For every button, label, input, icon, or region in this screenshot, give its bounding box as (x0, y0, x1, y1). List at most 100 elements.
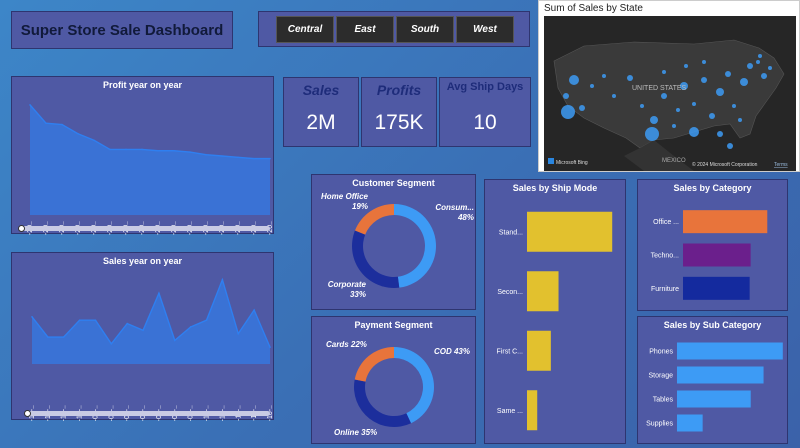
region-button-west[interactable]: West (456, 16, 514, 43)
state-sales-bubble[interactable] (661, 93, 667, 99)
state-sales-bubble[interactable] (645, 127, 659, 141)
ship-mode-bar[interactable] (527, 211, 613, 252)
state-sales-bubble[interactable] (561, 105, 575, 119)
state-sales-bubble[interactable] (640, 104, 644, 108)
sales-yoy-scroll-handle[interactable] (24, 410, 31, 417)
profit-yoy-point[interactable] (237, 156, 239, 159)
state-sales-bubble[interactable] (761, 73, 767, 79)
profit-yoy-scroll-handle[interactable] (18, 225, 25, 232)
state-sales-bubble[interactable] (689, 127, 699, 137)
customer-segment-slice[interactable] (352, 230, 400, 288)
profit-yoy-point[interactable] (253, 157, 255, 160)
sales-yoy-point[interactable] (237, 332, 240, 335)
sales-yoy-point[interactable] (94, 319, 97, 321)
sub-category-bar[interactable] (677, 366, 764, 384)
sub-category-chart[interactable]: Phones Storage Tables Supplies (638, 317, 789, 445)
category-bar[interactable] (683, 243, 751, 267)
state-sales-bubble[interactable] (650, 116, 658, 124)
sales-yoy-point[interactable] (221, 278, 224, 281)
sales-yoy-point[interactable] (174, 339, 176, 342)
state-sales-bubble[interactable] (590, 84, 594, 88)
profit-yoy-point[interactable] (93, 139, 95, 142)
state-sales-bubble[interactable] (727, 143, 733, 149)
ship-mode-bar[interactable] (527, 390, 538, 431)
profit-yoy-point[interactable] (45, 122, 47, 125)
state-sales-bubble[interactable] (612, 94, 616, 98)
customer-segment-slice[interactable] (354, 204, 394, 235)
profit-yoy-point[interactable] (109, 148, 111, 151)
state-sales-bubble[interactable] (563, 93, 569, 99)
profit-yoy-point[interactable] (125, 148, 127, 151)
sales-yoy-point[interactable] (110, 342, 113, 345)
state-sales-bubble[interactable] (740, 78, 748, 86)
sales-yoy-point[interactable] (142, 329, 144, 332)
state-sales-bubble[interactable] (569, 75, 579, 85)
map-canvas[interactable]: UNITED STATES MEXICO Microsoft Bing © 20… (544, 16, 796, 171)
region-button-central[interactable]: Central (276, 16, 334, 43)
profit-yoy-scrollbar[interactable] (20, 226, 270, 231)
state-sales-bubble[interactable] (717, 131, 723, 137)
category-chart[interactable]: Office ... Techno... Furniture (638, 180, 789, 312)
sales-yoy-point[interactable] (47, 336, 49, 338)
sales-yoy-point[interactable] (158, 292, 160, 295)
state-sales-bubble[interactable] (732, 104, 736, 108)
state-sales-bubble[interactable] (768, 66, 772, 70)
state-sales-bubble[interactable] (602, 74, 606, 78)
payment-segment-slice[interactable] (354, 379, 412, 427)
state-sales-bubble[interactable] (701, 77, 707, 83)
sales-yoy-scrollbar[interactable] (26, 411, 270, 416)
state-sales-bubble[interactable] (684, 64, 688, 68)
profit-yoy-point[interactable] (205, 153, 207, 156)
region-button-south[interactable]: South (396, 16, 454, 43)
sales-yoy-point[interactable] (269, 346, 271, 348)
state-sales-bubble[interactable] (627, 75, 633, 81)
state-sales-bubble[interactable] (738, 118, 742, 122)
profit-yoy-point[interactable] (29, 104, 31, 106)
sales-yoy-point[interactable] (189, 326, 192, 328)
state-sales-bubble[interactable] (709, 113, 715, 119)
state-sales-bubble[interactable] (758, 54, 762, 58)
state-sales-bubble[interactable] (680, 82, 688, 90)
ship-mode-bar[interactable] (527, 330, 551, 371)
state-sales-bubble[interactable] (579, 105, 585, 111)
sales-yoy-chart[interactable]: 31-12-..31-12-..31-10-..31-10-..31-08-..… (12, 253, 275, 421)
profit-yoy-point[interactable] (189, 151, 191, 153)
map-visual[interactable]: Sum of Sales by State UNITED STATES MEXI… (538, 0, 800, 172)
state-sales-bubble[interactable] (747, 63, 753, 69)
payment-segment-donut[interactable]: COD 43% Online 35% Cards 22% (312, 317, 477, 445)
state-sales-bubble[interactable] (676, 108, 680, 112)
state-sales-bubble[interactable] (716, 88, 724, 96)
sales-yoy-point[interactable] (31, 316, 33, 318)
customer-segment-slice[interactable] (394, 204, 437, 288)
state-sales-bubble[interactable] (756, 60, 760, 64)
sales-yoy-point[interactable] (62, 336, 65, 338)
state-sales-bubble[interactable] (702, 60, 706, 64)
sales-yoy-point[interactable] (78, 319, 81, 321)
state-sales-bubble[interactable] (725, 71, 731, 77)
sub-category-bar[interactable] (677, 414, 703, 432)
profit-yoy-point[interactable] (141, 148, 143, 151)
sales-yoy-point[interactable] (253, 309, 255, 311)
state-sales-bubble[interactable] (692, 102, 696, 106)
state-sales-bubble[interactable] (662, 70, 666, 74)
profit-yoy-point[interactable] (221, 155, 223, 157)
profit-yoy-point[interactable] (157, 149, 159, 152)
profit-yoy-point[interactable] (61, 123, 63, 126)
sales-yoy-point[interactable] (205, 319, 208, 321)
sub-category-bar[interactable] (677, 342, 783, 360)
sales-yoy-point[interactable] (126, 322, 128, 325)
sub-category-bar[interactable] (677, 390, 751, 408)
ship-mode-bar[interactable] (527, 271, 559, 312)
category-bar[interactable] (683, 276, 750, 300)
profit-yoy-point[interactable] (77, 132, 79, 135)
ship-mode-chart[interactable]: Stand... Secon... First C... Same ... (485, 180, 627, 445)
profit-yoy-chart[interactable]: 02-10-20..23-09-20..17-12-20..17-12-20..… (12, 77, 275, 235)
map-terms-link[interactable]: Terms (774, 162, 788, 168)
profit-yoy-point[interactable] (173, 149, 175, 152)
category-bar[interactable] (683, 210, 768, 234)
payment-segment-slice[interactable] (354, 347, 394, 382)
profit-yoy-point[interactable] (269, 157, 271, 160)
state-sales-bubble[interactable] (672, 124, 676, 128)
payment-segment-slice[interactable] (394, 347, 434, 424)
